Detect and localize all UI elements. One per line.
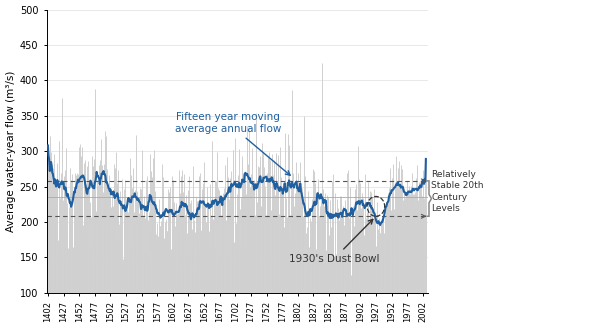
Text: Fifteen year moving
average annual flow: Fifteen year moving average annual flow bbox=[175, 112, 290, 175]
Text: 1930's Dust Bowl: 1930's Dust Bowl bbox=[289, 219, 379, 264]
Y-axis label: Average water-year flow (m³/s): Average water-year flow (m³/s) bbox=[5, 71, 16, 232]
Text: Relatively
Stable 20th
Century
Levels: Relatively Stable 20th Century Levels bbox=[432, 170, 484, 213]
